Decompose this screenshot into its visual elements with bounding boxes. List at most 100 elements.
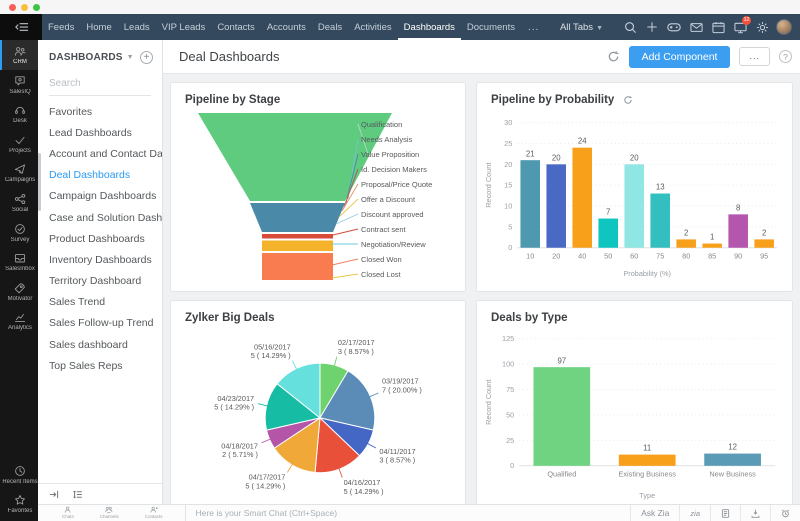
chat-tab-channels[interactable]: Channels [100,506,119,520]
help-button[interactable]: ? [779,50,792,63]
svg-text:20: 20 [552,251,560,260]
contacts-icon [150,507,158,513]
search-button[interactable] [619,21,641,34]
svg-text:40: 40 [578,251,586,260]
card-pipeline-by-probability: Pipeline by Probability 0 5 10 15 20 25 30 21 10… [476,82,793,292]
avatar [776,19,792,35]
svg-text:10: 10 [504,201,512,210]
nav-item-vip-leads[interactable]: VIP Leads [161,21,206,33]
sidebar-item-top-sales-reps[interactable]: Top Sales Reps [49,359,123,372]
refresh-dashboard-button[interactable] [607,50,620,63]
svg-text:50: 50 [604,251,612,260]
nav-overflow-button[interactable]: ... [527,21,540,33]
sidebar-item-account-and-contact-da[interactable]: Account and Contact Da... [49,147,162,160]
rail-item-motivator[interactable]: Motivator [0,277,38,307]
notifications-button[interactable]: 12 [729,15,751,34]
collapse-panel-icon[interactable] [48,489,59,500]
nav-item-accounts[interactable]: Accounts [266,21,306,33]
window-close-button[interactable] [9,4,16,11]
sidebar-item-campaign-dashboards[interactable]: Campaign Dashboards [49,190,157,203]
svg-text:Closed Won: Closed Won [361,255,402,264]
nav-item-documents[interactable]: Documents [466,21,515,33]
sidebar-item-inventory-dashboards[interactable]: Inventory Dashboards [49,253,152,266]
calendar-button[interactable] [707,21,729,34]
rail-item-crm[interactable]: CRM [0,40,38,70]
add-dashboard-button[interactable]: + [140,51,153,64]
ask-zia-button[interactable]: Ask Zia [630,505,679,521]
alarm-clock-icon [781,509,790,517]
sidebar-item-product-dashboards[interactable]: Product Dashboards [49,232,145,245]
search-input[interactable] [49,76,151,96]
svg-text:25: 25 [504,139,512,148]
add-component-button[interactable]: Add Component [628,45,731,68]
games-button[interactable] [663,20,685,34]
nav-item-home[interactable]: Home [86,21,112,33]
user-menu[interactable] [773,19,795,35]
reorder-list-icon[interactable] [72,489,83,500]
page-header: Deal Dashboards Add Component ... ? [163,40,800,74]
favorites-icon [15,495,25,505]
sidebar-item-territory-dashboard[interactable]: Territory Dashboard [49,275,142,288]
window-zoom-button[interactable] [33,4,40,11]
rail-item-salesiq[interactable]: SalesIQ [0,70,38,100]
nav-item-contacts[interactable]: Contacts [217,21,255,33]
header-more-button[interactable]: ... [739,47,770,66]
refresh-icon [608,51,619,62]
svg-text:30: 30 [504,118,512,127]
page-title: Deal Dashboards [179,49,280,64]
reminder-button[interactable] [770,505,800,521]
rail-item-salesinbox[interactable]: SalesInbox [0,247,38,277]
svg-text:20: 20 [552,153,561,162]
dashboard-list: Favorites Lead Dashboards Account and Cont… [38,96,162,483]
nav-item-deals[interactable]: Deals [317,21,343,33]
sidebar-item-case-and-solution-dash[interactable]: Case and Solution Dash... [49,211,162,224]
rail-item-campaigns[interactable]: Campaigns [0,158,38,188]
svg-text:New Business: New Business [709,470,756,479]
nav-item-leads[interactable]: Leads [123,21,150,33]
notes-button[interactable] [710,505,740,521]
zia-button[interactable]: zia [679,505,710,521]
svg-text:8: 8 [736,203,740,212]
projects-icon [15,136,25,144]
sidebar-item-sales-follow-up-trend[interactable]: Sales Follow-up Trend [49,317,154,330]
svg-text:90: 90 [734,251,742,260]
chat-tab-contacts[interactable]: Contacts [145,506,163,520]
rail-item-projects[interactable]: Projects [0,129,38,159]
settings-button[interactable] [751,21,773,34]
collapse-nav-button[interactable] [0,14,42,40]
sidebar-item-lead-dashboards[interactable]: Lead Dashboards [49,126,132,139]
nav-item-dashboards[interactable]: Dashboards [398,14,461,40]
rail-item-recent-items[interactable]: Recent Items [0,460,38,490]
nav-right-controls: All Tabs ▼ 12 [560,14,800,40]
all-tabs-dropdown[interactable]: All Tabs ▼ [560,22,603,33]
plus-icon [647,22,657,32]
svg-text:Id. Decision Makers: Id. Decision Makers [361,165,427,174]
smart-chat-input[interactable] [185,508,631,518]
mail-button[interactable] [685,21,707,34]
sidebar-title-caret-icon[interactable]: ▼ [126,54,134,61]
rail-item-desk[interactable]: Desk [0,99,38,129]
window-minimize-button[interactable] [21,4,28,11]
download-button[interactable] [740,505,770,521]
chat-tab-chats[interactable]: Chats [62,506,74,520]
sidebar-item-deal-dashboards[interactable]: Deal Dashboards [49,169,131,182]
nav-item-feeds[interactable]: Feeds [48,21,75,33]
refresh-component-button[interactable] [623,95,633,105]
svg-text:24: 24 [578,137,587,146]
download-icon [751,509,760,518]
funnel-chart: Qualification Needs Analysis Value Proposi… [198,113,432,280]
rail-item-survey[interactable]: Survey [0,218,38,248]
rail-item-social[interactable]: Social [0,188,38,218]
svg-text:100: 100 [502,360,514,369]
rail-item-favorites[interactable]: Favorites [0,489,38,519]
rail-item-analytics[interactable]: Analytics [0,306,38,336]
hamburger-collapse-icon [14,23,28,31]
nav-item-activities[interactable]: Activities [354,21,392,33]
add-button[interactable] [641,21,663,33]
sidebar-item-sales-trend[interactable]: Sales Trend [49,296,106,309]
sidebar-item-favorites[interactable]: Favorites [49,105,93,118]
sidebar-item-sales-dashboard[interactable]: Sales dashboard [49,338,128,351]
sidebar-scrollbar-thumb[interactable] [38,153,41,211]
